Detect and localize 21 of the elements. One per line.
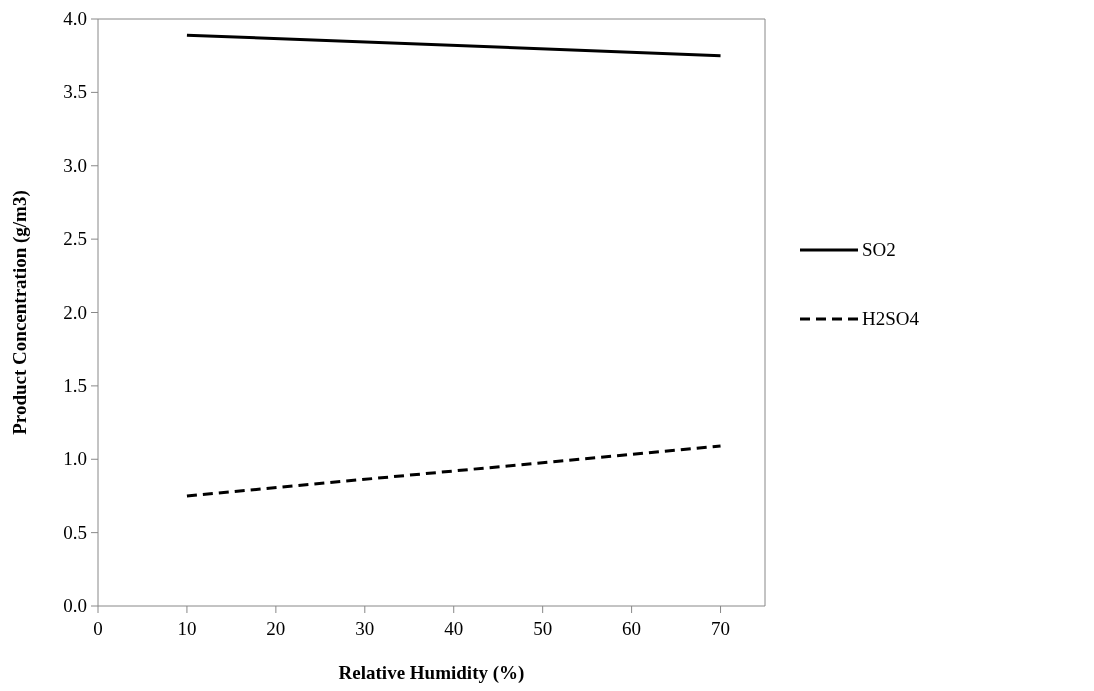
- x-tick-label: 20: [266, 618, 286, 639]
- y-tick-label: 2.5: [63, 228, 87, 250]
- y-tick-label: 0.5: [63, 521, 87, 543]
- x-tick-label: 50: [533, 618, 553, 639]
- y-tick-label: 3.0: [63, 154, 87, 176]
- x-tick-label: 0: [93, 618, 103, 639]
- y-tick-label: 3.5: [63, 81, 87, 103]
- y-tick-label: 0.0: [63, 595, 87, 616]
- x-tick-label: 30: [355, 618, 375, 639]
- legend-label: SO2: [862, 239, 896, 260]
- x-tick-label: 10: [177, 618, 197, 639]
- x-tick-label: 40: [444, 618, 464, 639]
- x-tick-label: 60: [622, 618, 642, 639]
- x-axis-title: Relative Humidity (%): [338, 662, 525, 684]
- y-tick-label: 1.5: [63, 374, 87, 396]
- y-axis-title: Product Concentration (g/m3): [9, 190, 31, 435]
- y-tick-label: 4.0: [63, 8, 87, 29]
- x-tick-label: 70: [711, 618, 731, 639]
- legend-label: H2SO4: [862, 308, 920, 329]
- y-tick-label: 1.0: [63, 448, 87, 470]
- y-tick-label: 2.0: [63, 301, 87, 323]
